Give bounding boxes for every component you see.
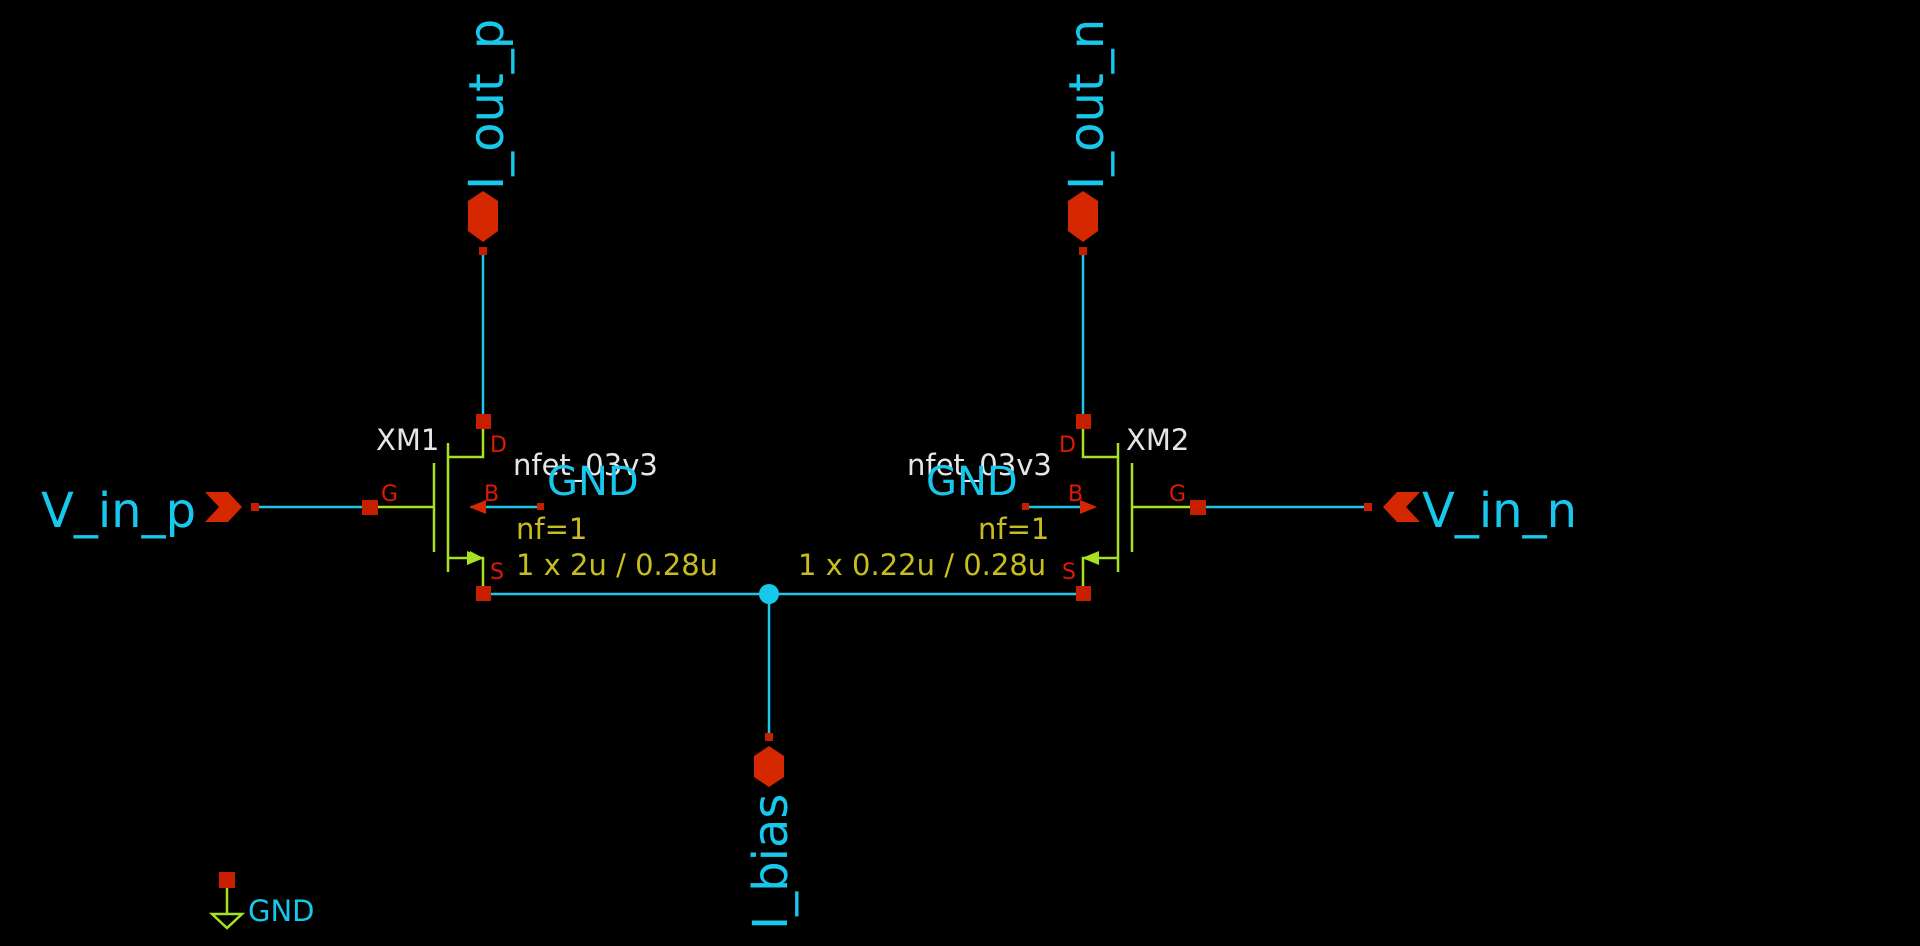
- gnd-symbol-pin[interactable]: [219, 872, 235, 888]
- port-v-in-n-icon[interactable]: [1383, 492, 1420, 522]
- i-out-p-pin[interactable]: [479, 247, 487, 255]
- xm2-bulk-net-label: GND: [926, 459, 1018, 505]
- xm1-pin-label-d: D: [490, 433, 507, 458]
- xm1-pin-label-s: S: [490, 560, 504, 585]
- xm2-nf-param: nf=1: [978, 512, 1049, 546]
- xm1-gate-pin[interactable]: [362, 500, 378, 515]
- xm1-drain-pin[interactable]: [476, 414, 491, 429]
- net-label-i-out-n: I_out_n: [1059, 19, 1115, 190]
- xm1-bulk-arrow-icon: [469, 500, 486, 514]
- net-label-v-in-p: V_in_p: [41, 483, 196, 539]
- xm1-source-arrowhead-icon: [467, 551, 484, 565]
- net-label-v-in-n: V_in_n: [1422, 483, 1577, 539]
- xm1-source-pin[interactable]: [476, 586, 491, 601]
- xm2-drain-lead: [1081, 422, 1118, 459]
- xm2-instance-name: XM2: [1126, 423, 1189, 457]
- xm2-size-param: 1 x 0.22u / 0.28u: [798, 548, 1046, 582]
- i-bias-pin[interactable]: [765, 733, 773, 741]
- junction-dot: [759, 584, 779, 604]
- xm2-bulk-pin[interactable]: [1022, 503, 1029, 510]
- port-i-bias-icon[interactable]: [754, 746, 784, 787]
- xm2-pin-label-d: D: [1059, 433, 1076, 458]
- net-label-i-bias: I_bias: [743, 794, 799, 930]
- xm2-model-name: nfet_03v3: [907, 448, 1052, 482]
- net-label-i-out-p: I_out_p: [459, 19, 515, 190]
- port-i-out-p-icon[interactable]: [468, 191, 498, 242]
- xm2-source-pin[interactable]: [1076, 586, 1091, 601]
- transistor-xm1-symbol[interactable]: [370, 422, 486, 592]
- xm1-pin-label-g: G: [381, 482, 398, 507]
- xm1-nf-param: nf=1: [516, 512, 587, 546]
- xm2-drain-pin[interactable]: [1076, 414, 1091, 429]
- ground-label: GND: [248, 894, 315, 928]
- io-ports: [205, 191, 1420, 787]
- port-i-out-n-icon[interactable]: [1068, 191, 1098, 242]
- xm1-model-name: nfet_03v3: [513, 448, 658, 482]
- xm1-size-param: 1 x 2u / 0.28u: [516, 548, 718, 582]
- xm2-gate-pin[interactable]: [1190, 500, 1206, 515]
- port-v-in-p-icon[interactable]: [205, 492, 242, 522]
- i-out-n-pin[interactable]: [1079, 247, 1087, 255]
- xm1-pin-label-b: B: [484, 482, 499, 507]
- xm2-pin-label-s: S: [1062, 560, 1076, 585]
- v-in-n-pin[interactable]: [1364, 503, 1372, 511]
- xm1-bulk-pin[interactable]: [537, 503, 544, 510]
- xm2-bulk-arrow-icon: [1080, 500, 1097, 514]
- xm1-drain-lead: [448, 422, 485, 459]
- ground-icon: [208, 912, 246, 930]
- xm1-bulk-net-label: GND: [547, 459, 639, 505]
- pin-markers: [219, 247, 1372, 888]
- wires: [254, 250, 1368, 737]
- xm2-source-arrow-icon: [1082, 551, 1099, 565]
- transistor-xm2-symbol[interactable]: [1080, 422, 1196, 592]
- v-in-p-pin[interactable]: [251, 503, 259, 511]
- xm2-pin-label-g: G: [1169, 482, 1186, 507]
- xm2-pin-label-b: B: [1068, 482, 1083, 507]
- ground-symbol[interactable]: [208, 888, 246, 930]
- xm1-instance-name: XM1: [376, 423, 439, 457]
